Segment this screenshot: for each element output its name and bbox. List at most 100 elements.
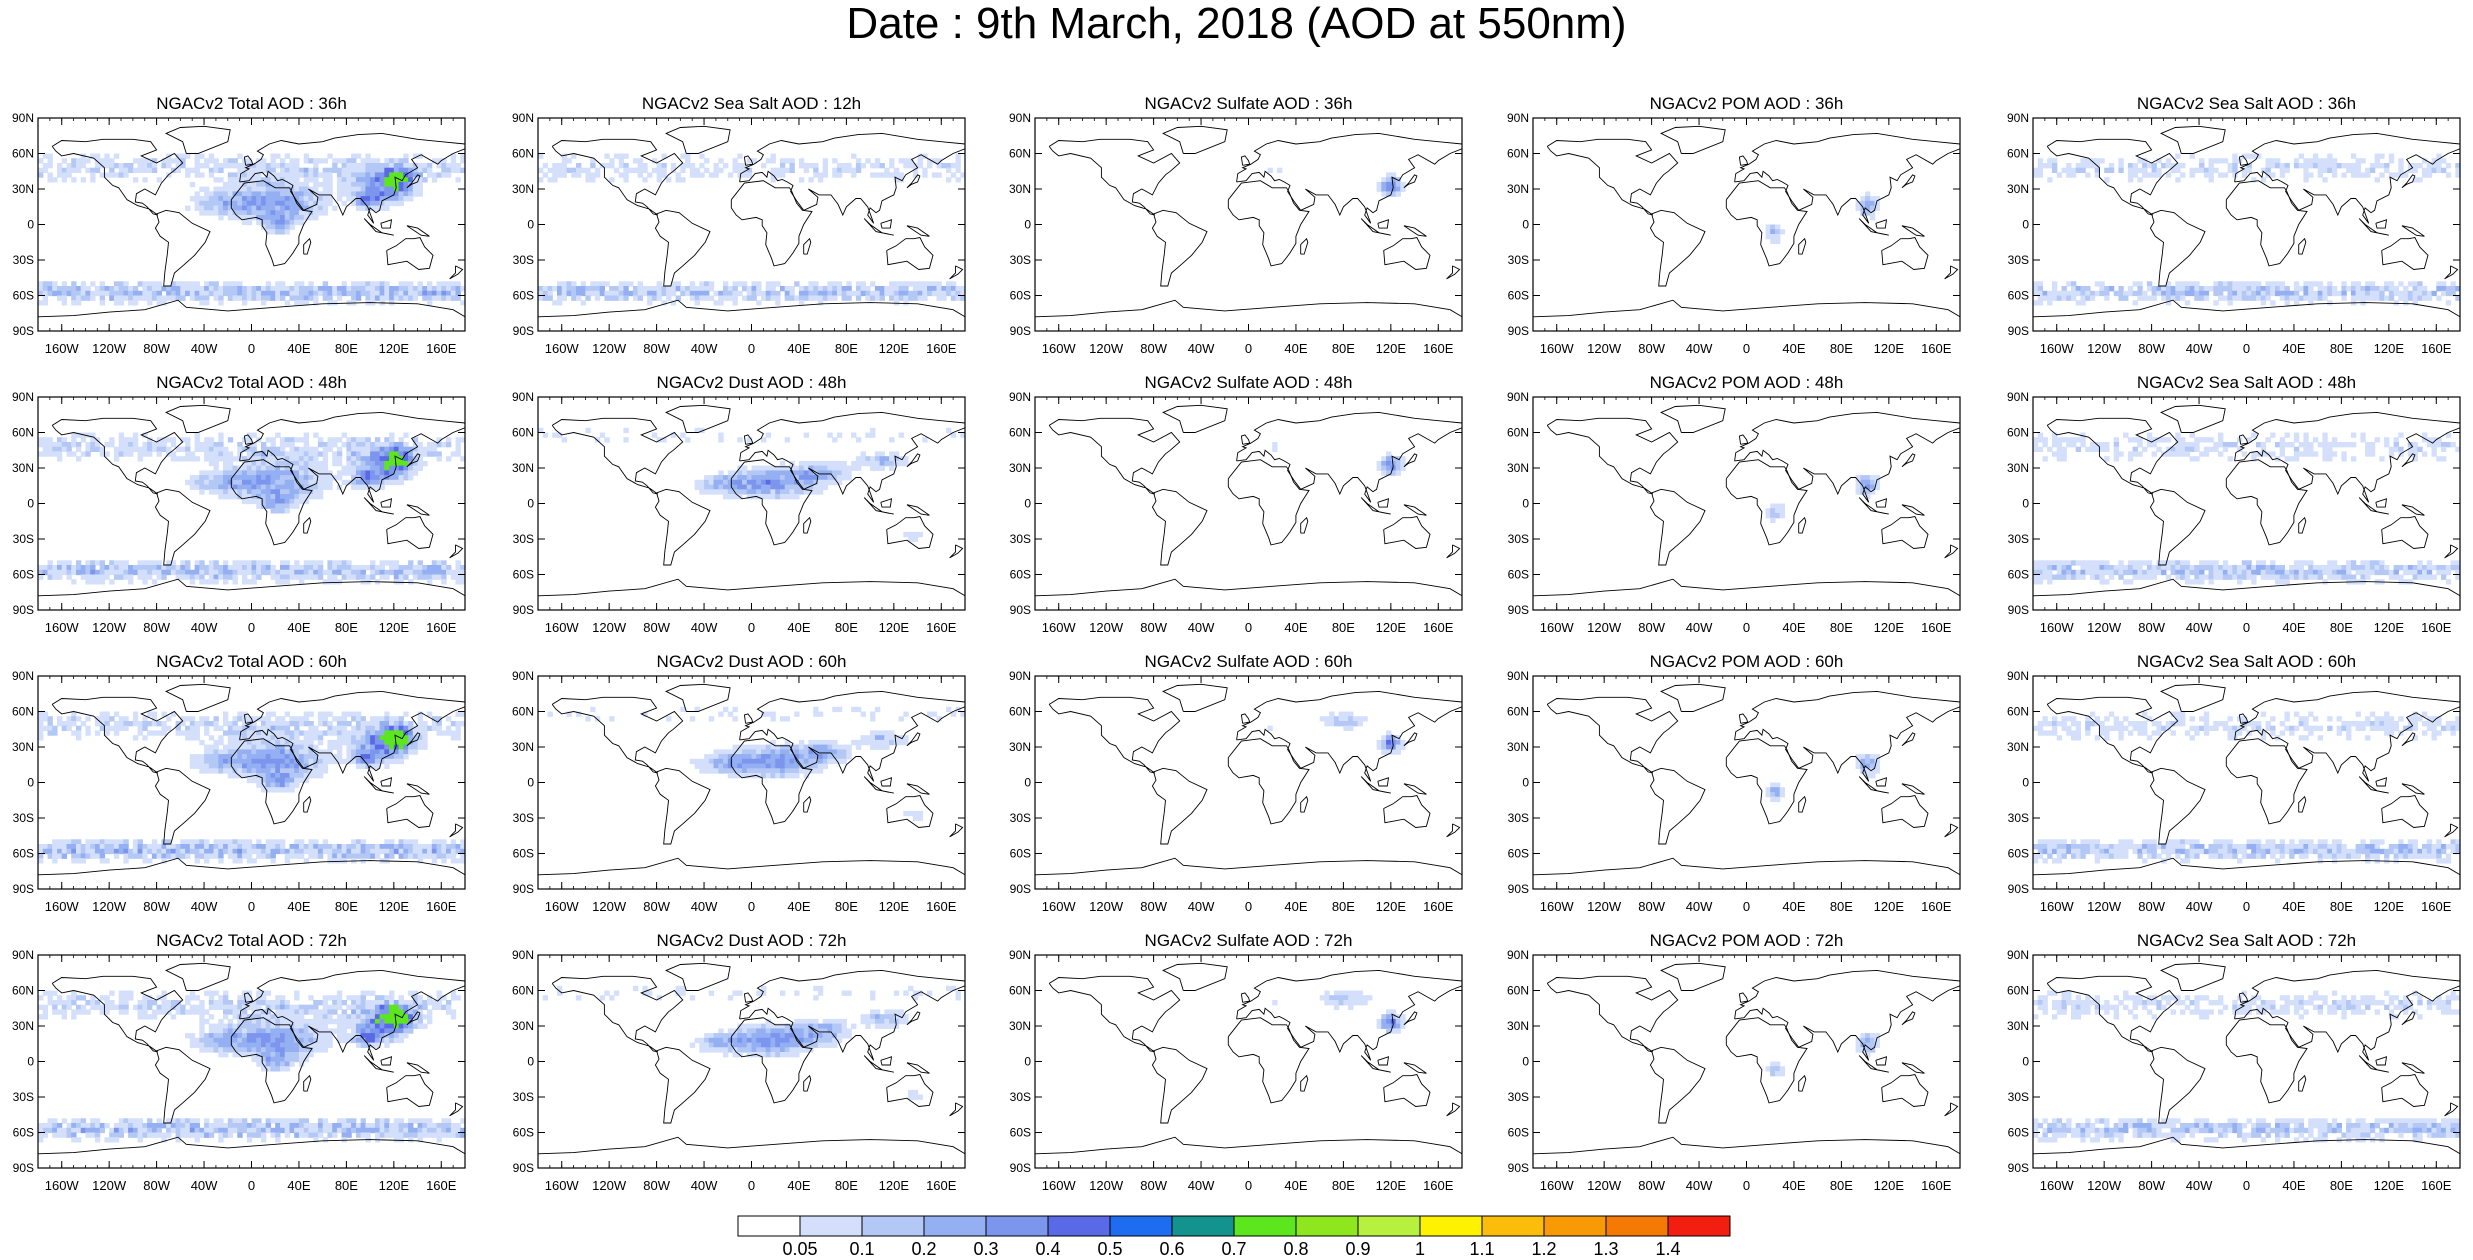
lat-label: 30N	[1507, 740, 1529, 754]
lat-label: 30S	[2008, 811, 2029, 825]
lon-label: 80E	[1830, 1178, 1853, 1193]
lon-label: 80E	[1830, 899, 1853, 914]
lat-label: 60N	[2007, 147, 2029, 161]
colorbar-swatch	[1109, 1215, 1173, 1237]
panel-title: NGACv2 POM AOD : 48h	[1649, 373, 1844, 392]
lon-label: 80E	[1332, 1178, 1355, 1193]
colorbar-label: 0.05	[782, 1239, 817, 1259]
lon-label: 0	[2243, 899, 2250, 914]
lat-label: 0	[27, 1055, 34, 1069]
map-panel: 90N 60N 30N 0 30S 60S 90S 160W 120W 80W 40W 0 40E 80E…	[1507, 390, 1961, 635]
map-panel: 90N 60N 30N 0 30S 60S 90S 160W 120W 80W 40W 0 40E 80E…	[2007, 948, 2461, 1193]
lat-label: 30S	[1508, 811, 1529, 825]
lon-label: 160W	[1042, 899, 1077, 914]
panel-title: NGACv2 POM AOD : 36h	[1649, 94, 1844, 113]
lat-label: 0	[1024, 1055, 1031, 1069]
lon-label: 40E	[2282, 341, 2305, 356]
lon-label: 120E	[879, 899, 910, 914]
lat-label: 60N	[1507, 705, 1529, 719]
lon-label: 160W	[1042, 620, 1077, 635]
lon-label: 80E	[1830, 620, 1853, 635]
colorbar-swatch	[1667, 1215, 1731, 1237]
lat-label: 30S	[513, 532, 534, 546]
colorbar-label: 0.7	[1221, 1239, 1246, 1259]
lon-label: 0	[748, 341, 755, 356]
lon-label: 0	[748, 1178, 755, 1193]
lon-label: 120W	[92, 1178, 127, 1193]
lon-label: 160W	[545, 1178, 580, 1193]
lat-label: 90N	[12, 669, 34, 683]
lon-label: 120W	[92, 899, 127, 914]
lon-label: 120W	[592, 341, 627, 356]
lon-label: 40E	[2282, 1178, 2305, 1193]
lat-label: 90S	[2008, 324, 2029, 338]
lon-label: 40W	[1686, 620, 1713, 635]
lon-label: 120W	[92, 341, 127, 356]
lon-label: 120E	[879, 1178, 910, 1193]
lon-label: 40W	[2186, 899, 2213, 914]
lon-label: 40W	[191, 620, 218, 635]
colorbar-swatch	[799, 1215, 863, 1237]
lat-label: 60S	[13, 1126, 34, 1140]
lat-label: 60N	[12, 705, 34, 719]
lon-label: 0	[748, 899, 755, 914]
coastlines	[38, 125, 465, 318]
lat-label: 90N	[1009, 948, 1031, 962]
lat-label: 90S	[1508, 1161, 1529, 1175]
lon-label: 40E	[1782, 899, 1805, 914]
lat-label: 60N	[1009, 984, 1031, 998]
aod-field	[2033, 711, 2460, 864]
map-panel: 90N 60N 30N 0 30S 60S 90S 160W 120W 80W 40W 0 40E 80E…	[2007, 111, 2461, 356]
lon-label: 80W	[2138, 341, 2165, 356]
lat-label: 60S	[13, 289, 34, 303]
lat-label: 60N	[12, 984, 34, 998]
coastlines	[2033, 683, 2460, 876]
lon-label: 80W	[643, 620, 670, 635]
colorbar-label: 0.9	[1345, 1239, 1370, 1259]
lat-label: 90S	[513, 1161, 534, 1175]
aod-field	[1267, 711, 1406, 755]
aod-field	[542, 985, 961, 1100]
lat-label: 60S	[2008, 847, 2029, 861]
lat-label: 90S	[1508, 324, 1529, 338]
lat-label: 0	[1024, 218, 1031, 232]
map-panel: 90N 60N 30N 0 30S 60S 90S 160W 120W 80W 40W 0 40E 80E…	[12, 948, 466, 1193]
colorbar-label: 0.3	[973, 1239, 998, 1259]
lon-label: 120E	[1874, 341, 1905, 356]
lat-label: 30N	[1009, 182, 1031, 196]
lon-label: 160W	[545, 899, 580, 914]
lon-label: 160W	[2040, 341, 2075, 356]
lat-label: 90N	[512, 390, 534, 404]
lon-label: 80W	[643, 1178, 670, 1193]
lat-label: 30N	[12, 1019, 34, 1033]
coastlines	[1533, 683, 1960, 876]
lon-label: 80E	[335, 899, 358, 914]
lat-label: 30S	[1010, 811, 1031, 825]
lon-label: 40W	[1686, 1178, 1713, 1193]
coastlines	[1035, 962, 1462, 1155]
lon-label: 80E	[2330, 1178, 2353, 1193]
lat-label: 60N	[512, 984, 534, 998]
lon-label: 120E	[879, 620, 910, 635]
map-panel: 90N 60N 30N 0 30S 60S 90S 160W 120W 80W 40W 0 40E 80E…	[2007, 669, 2461, 914]
colorbar-swatch	[1295, 1215, 1359, 1237]
lon-label: 40E	[1284, 341, 1307, 356]
lat-label: 60S	[1508, 568, 1529, 582]
lat-label: 60S	[2008, 1126, 2029, 1140]
coastlines	[1035, 125, 1462, 318]
lon-label: 80E	[835, 341, 858, 356]
lon-label: 120W	[92, 620, 127, 635]
lat-label: 60S	[1010, 1126, 1031, 1140]
lon-label: 40E	[287, 899, 310, 914]
lat-label: 0	[2022, 1055, 2029, 1069]
lon-label: 120W	[1089, 899, 1124, 914]
lon-label: 120W	[2087, 620, 2122, 635]
lat-label: 90S	[1508, 603, 1529, 617]
lat-label: 60N	[512, 705, 534, 719]
lon-label: 40W	[191, 899, 218, 914]
lon-label: 160E	[1423, 620, 1454, 635]
lon-label: 120W	[1089, 341, 1124, 356]
lon-label: 160E	[1423, 899, 1454, 914]
lon-label: 80W	[1638, 1178, 1665, 1193]
lat-label: 90S	[2008, 603, 2029, 617]
